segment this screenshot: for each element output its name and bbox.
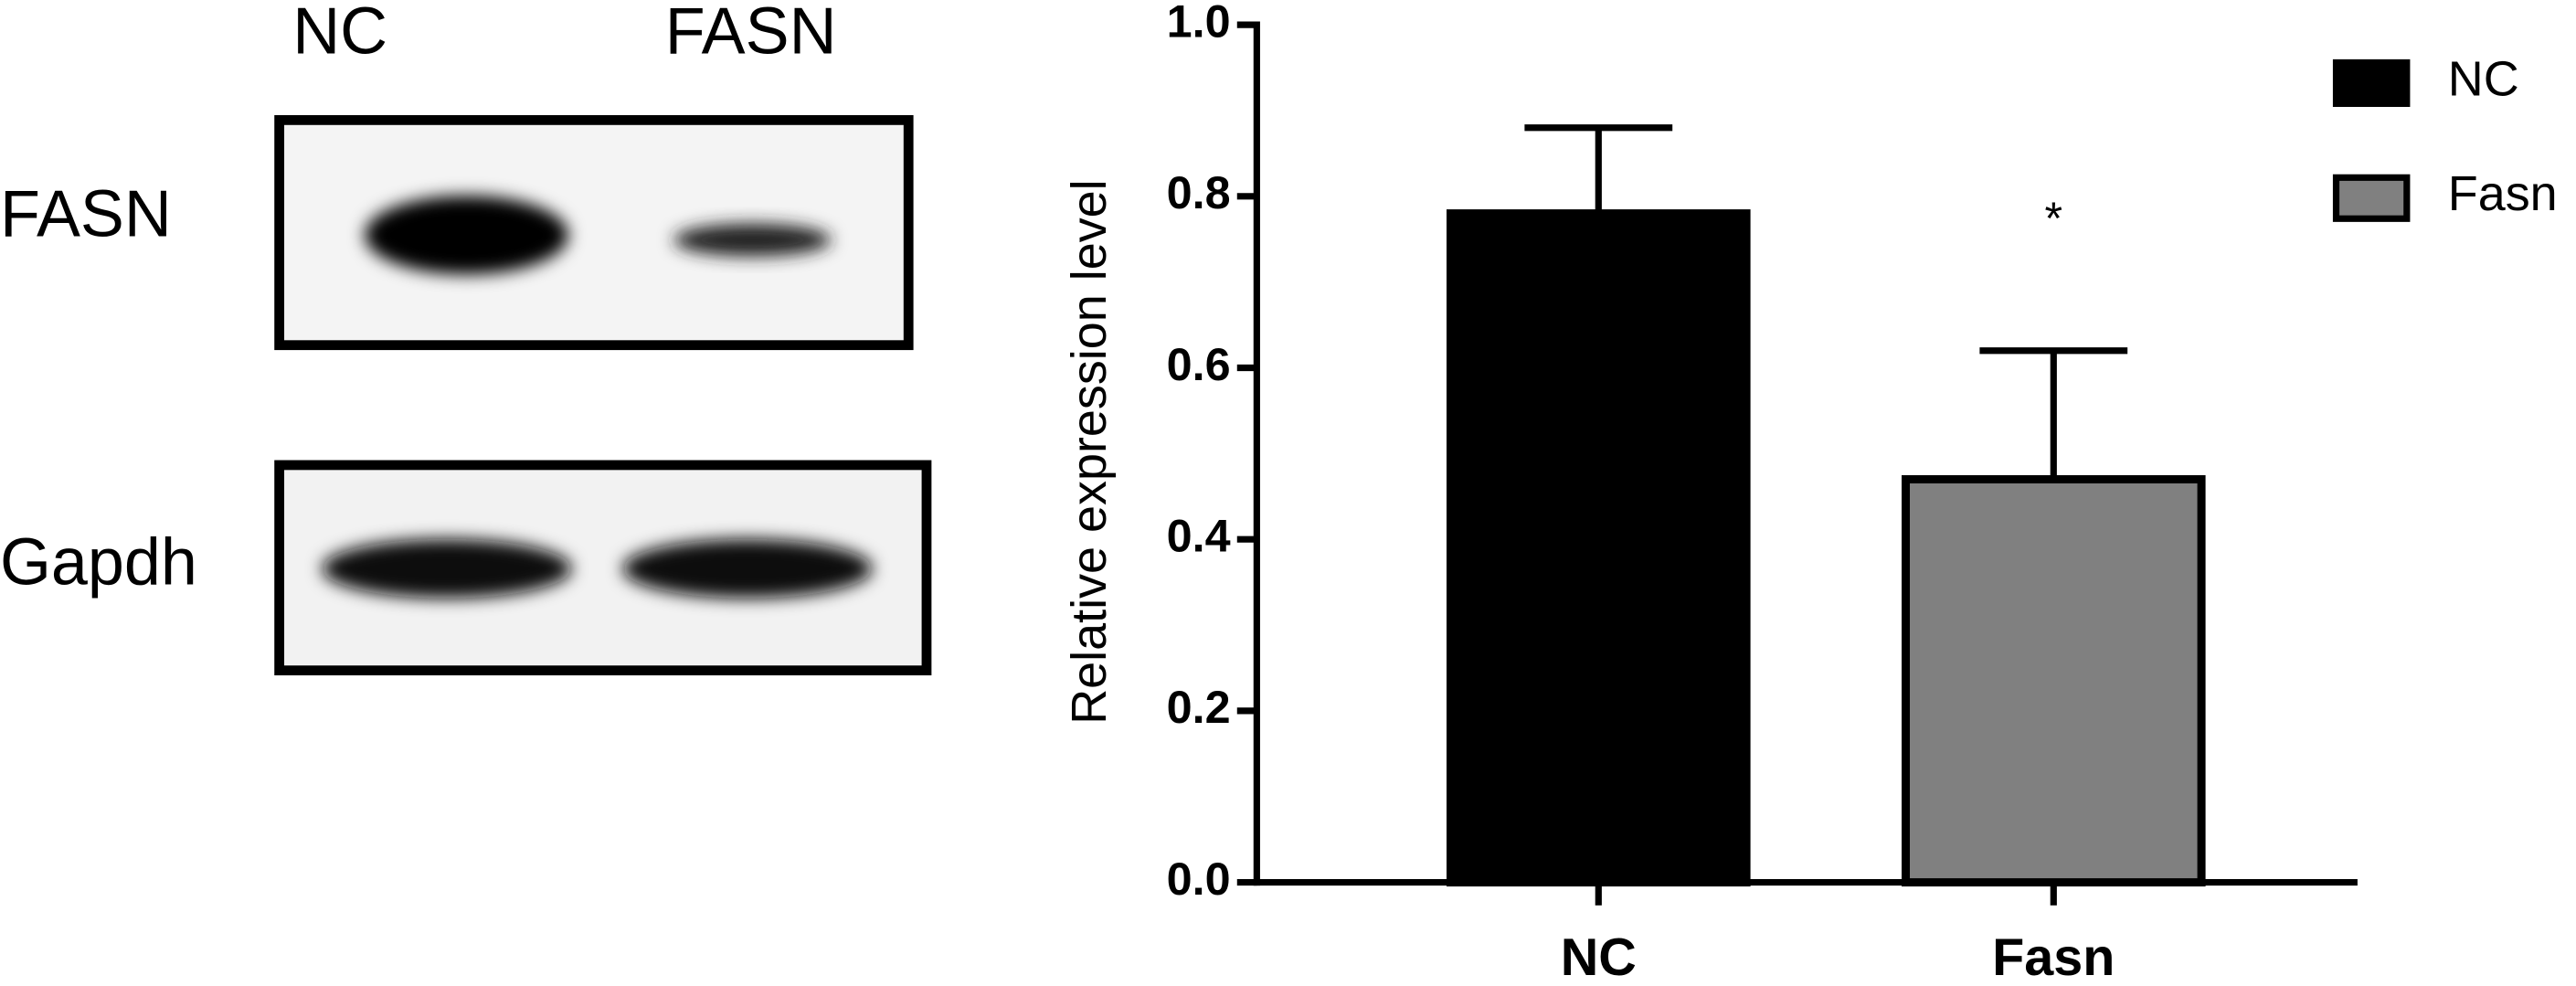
legend-swatch	[2332, 58, 2411, 108]
row-label: FASN	[0, 177, 172, 250]
y-tick-label: 0.6	[1167, 338, 1231, 390]
band	[673, 223, 832, 257]
bar	[1446, 209, 1751, 887]
band	[322, 538, 572, 599]
bar	[1901, 475, 2206, 887]
y-tick-label: 0.0	[1167, 853, 1231, 905]
row-label: Gapdh	[0, 525, 197, 599]
significance-mark: *	[2044, 192, 2062, 244]
y-axis-label: Relative expression level	[1062, 179, 1117, 724]
x-tick-label: Fasn	[1992, 928, 2115, 986]
blot-panel: NC FASN FASN Gapdh	[0, 0, 932, 676]
y-tick-label: 0.4	[1167, 509, 1231, 561]
band	[365, 196, 569, 275]
y-tick-label: 0.2	[1167, 681, 1231, 733]
legend-label: NC	[2448, 51, 2519, 106]
lane-label: FASN	[665, 0, 837, 69]
legend-swatch	[2332, 174, 2411, 222]
bar-chart: Relative expression level 0.0 0.2 0.4 0.6 0.…	[1062, 0, 2558, 986]
y-tick-label: 0.8	[1167, 166, 1231, 218]
x-tick-label: NC	[1561, 928, 1637, 986]
legend-label: Fasn	[2448, 166, 2558, 221]
y-tick-label: 1.0	[1167, 0, 1231, 47]
band	[622, 538, 873, 599]
lane-label: NC	[292, 0, 387, 69]
